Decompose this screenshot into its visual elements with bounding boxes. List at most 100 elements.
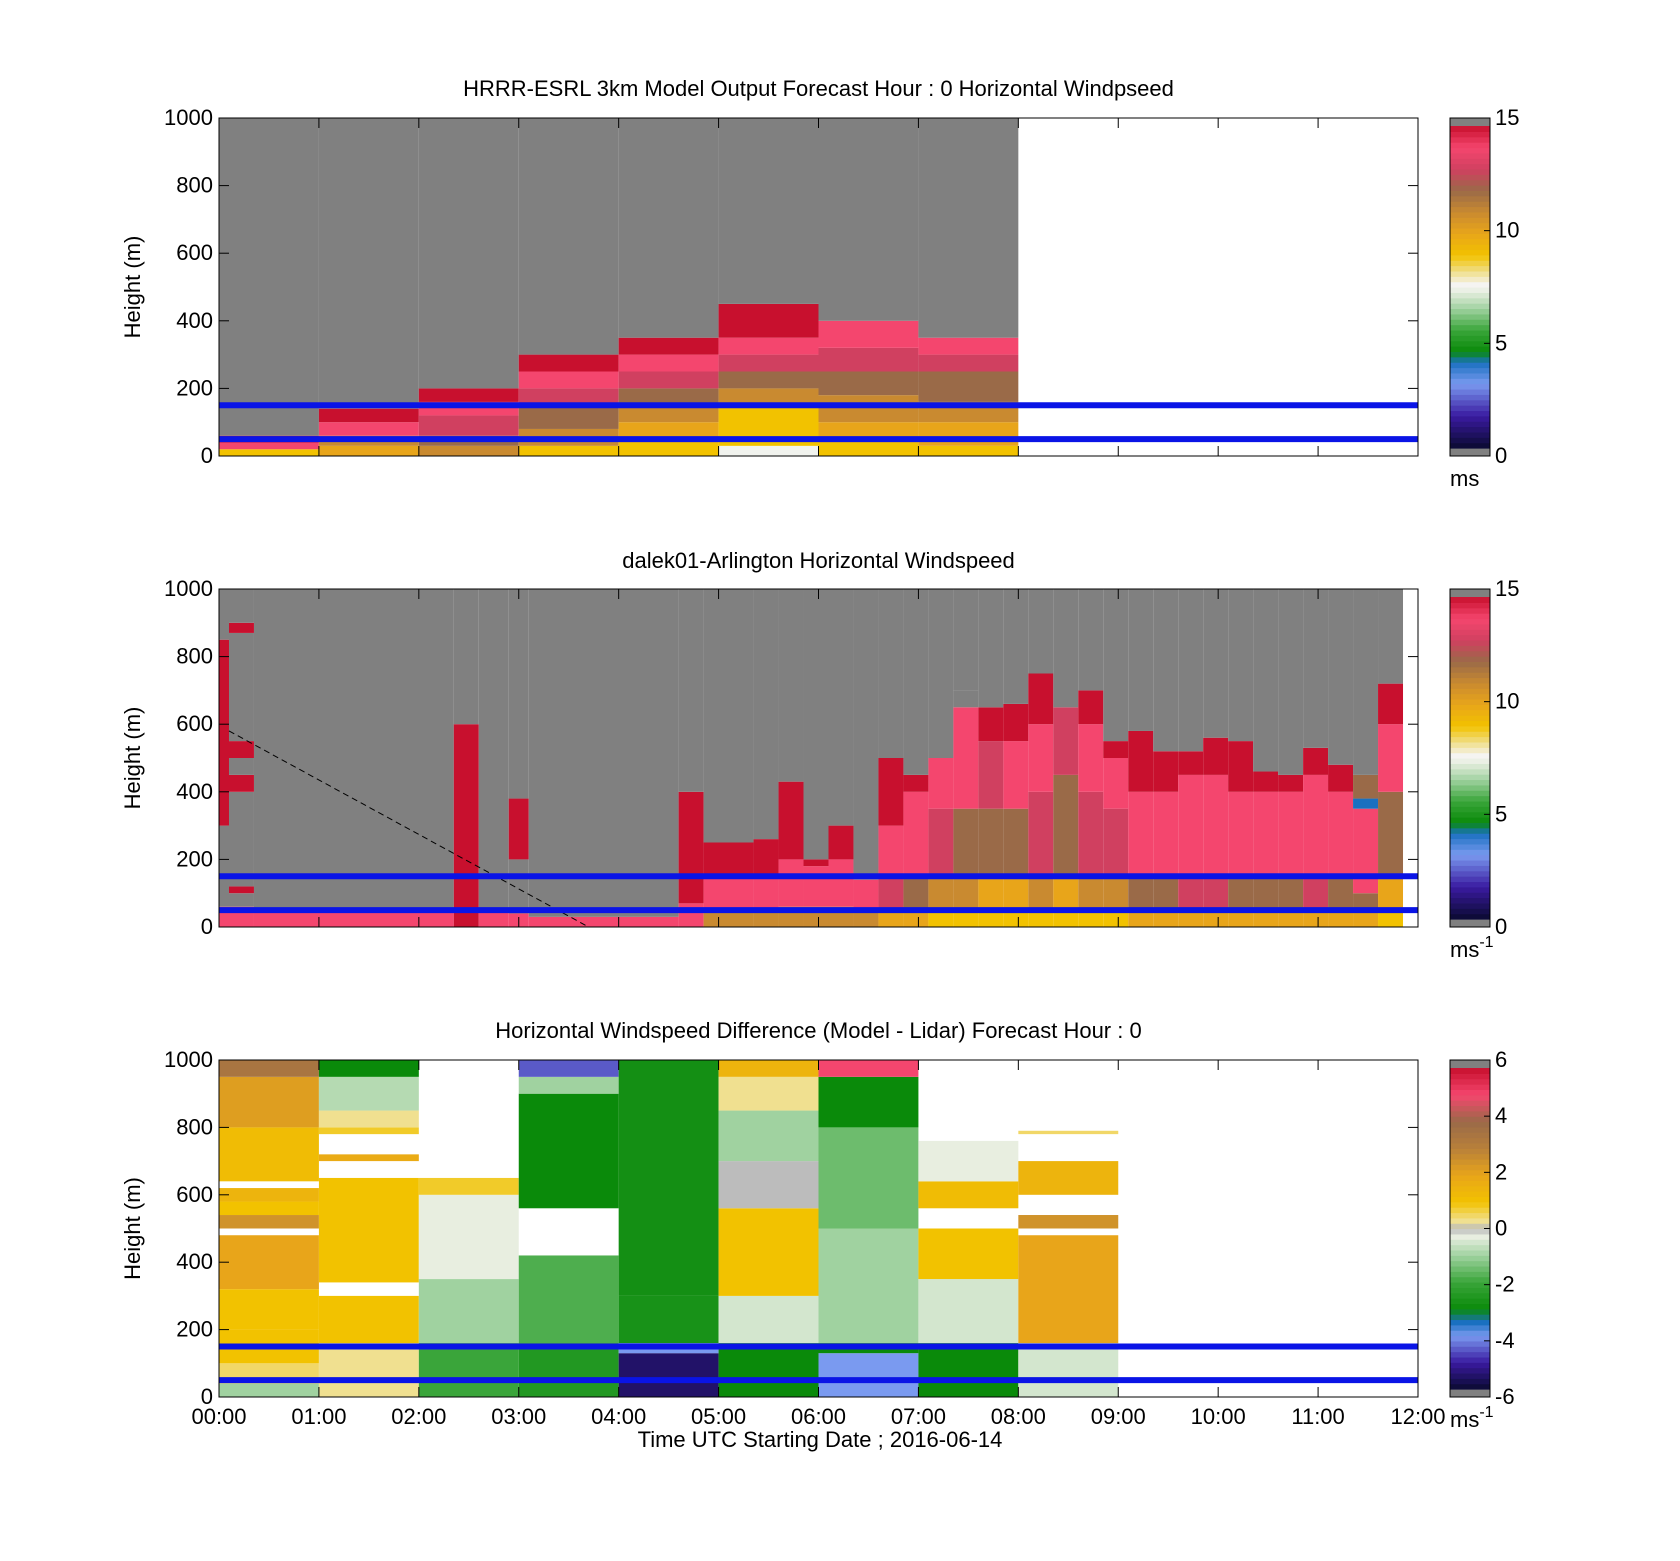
colorbar-segment bbox=[1450, 902, 1490, 909]
heatmap-cell bbox=[518, 405, 619, 429]
colorbar-segment bbox=[1450, 763, 1490, 770]
colorbar-segment bbox=[1450, 1191, 1490, 1197]
heatmap-cell bbox=[219, 1383, 319, 1397]
heatmap-cell bbox=[1018, 1215, 1119, 1229]
colorbar-segment bbox=[1450, 190, 1490, 197]
heatmap-cell bbox=[778, 781, 804, 860]
heatmap-cell bbox=[253, 910, 454, 927]
heatmap-cell bbox=[1153, 751, 1179, 792]
colorbar-segment bbox=[1450, 1180, 1490, 1187]
y-tick-label: 200 bbox=[176, 846, 213, 871]
colorbar-segment bbox=[1450, 682, 1490, 689]
heatmap-cell bbox=[618, 1353, 719, 1397]
colorbar-segment bbox=[1450, 1169, 1490, 1176]
heatmap-cell bbox=[219, 825, 229, 907]
colorbar-segment bbox=[1450, 913, 1490, 920]
heatmap-cell bbox=[1128, 910, 1154, 927]
colorbar-segment bbox=[1450, 233, 1490, 240]
colorbar-segment bbox=[1450, 607, 1490, 614]
heatmap-cell bbox=[1003, 741, 1029, 809]
colorbar-segment bbox=[1450, 442, 1490, 449]
colorbar-tick-label: 0 bbox=[1495, 443, 1507, 468]
x-tick-label: 12:00 bbox=[1390, 1404, 1445, 1429]
colorbar-segment bbox=[1450, 618, 1490, 625]
colorbar-segment bbox=[1450, 410, 1490, 417]
colorbar-segment bbox=[1450, 319, 1490, 326]
colorbar-unit: ms-1 bbox=[1450, 934, 1494, 962]
heatmap-cell bbox=[228, 886, 254, 894]
heatmap-cell bbox=[518, 1076, 619, 1094]
heatmap-cell bbox=[703, 842, 754, 877]
heatmap-cell bbox=[1078, 589, 1104, 691]
heatmap-cell bbox=[703, 910, 754, 927]
colorbar-segment bbox=[1450, 1105, 1490, 1112]
heatmap-cell bbox=[953, 589, 979, 691]
heatmap-cell bbox=[818, 118, 919, 321]
colorbar-segment bbox=[1450, 1201, 1490, 1208]
heatmap-cell bbox=[878, 825, 904, 877]
colorbar-segment bbox=[1450, 838, 1490, 845]
colorbar-segment bbox=[1450, 768, 1490, 775]
colorbar-segment bbox=[1450, 324, 1490, 331]
heatmap-cell bbox=[1203, 910, 1229, 927]
heatmap-cell bbox=[518, 354, 619, 372]
colorbar-segment bbox=[1450, 1265, 1490, 1272]
colorbar-segment bbox=[1450, 1319, 1490, 1326]
heatmap-cell bbox=[1178, 589, 1204, 752]
heatmap-cell bbox=[953, 707, 979, 809]
colorbar-segment bbox=[1450, 185, 1490, 191]
colorbar-segment bbox=[1450, 833, 1490, 840]
colorbar-segment bbox=[1450, 656, 1490, 662]
heatmap-cell bbox=[903, 791, 929, 877]
heatmap-cell bbox=[953, 690, 979, 708]
heatmap-cell bbox=[803, 589, 829, 860]
colorbar-segment bbox=[1450, 1260, 1490, 1267]
heatmap-cell bbox=[508, 859, 529, 914]
x-tick-label: 03:00 bbox=[491, 1404, 546, 1429]
heatmap-cell bbox=[1003, 589, 1029, 704]
heatmap-cell bbox=[778, 859, 804, 907]
colorbar-segment bbox=[1450, 779, 1490, 786]
colorbar-segment bbox=[1450, 222, 1490, 229]
heatmap-cell bbox=[978, 741, 1004, 809]
heatmap-cell bbox=[1003, 808, 1029, 877]
heatmap-cell bbox=[219, 1188, 319, 1202]
heatmap-cell bbox=[518, 1060, 619, 1077]
heatmap-cell bbox=[1228, 741, 1254, 792]
heatmap-cell bbox=[978, 910, 1004, 927]
colorbar-segment bbox=[1450, 870, 1490, 877]
heatmap-cell bbox=[718, 1208, 819, 1296]
heatmap-cell bbox=[518, 1093, 619, 1209]
colorbar-segment bbox=[1450, 260, 1490, 267]
heatmap-cell bbox=[1253, 771, 1279, 792]
colorbar-segment bbox=[1450, 1153, 1490, 1160]
heatmap-cell bbox=[978, 707, 1004, 742]
colorbar-segment bbox=[1450, 1207, 1490, 1214]
colorbar-segment bbox=[1450, 292, 1490, 299]
heatmap-cell bbox=[478, 910, 509, 927]
colorbar-segment bbox=[1450, 421, 1490, 428]
heatmap-cell bbox=[718, 371, 819, 389]
heatmap-cell bbox=[318, 1060, 419, 1077]
colorbar-segment bbox=[1450, 1324, 1490, 1331]
colorbar-segment bbox=[1450, 661, 1490, 668]
colorbar-frame bbox=[1449, 588, 1491, 928]
colorbar-segment bbox=[1450, 741, 1490, 748]
heatmap-cell bbox=[1153, 791, 1179, 877]
colorbar-segment bbox=[1450, 388, 1490, 395]
heatmap-cell bbox=[618, 354, 719, 372]
heatmap-cell bbox=[1328, 764, 1354, 792]
heatmap-cell bbox=[1053, 707, 1079, 775]
colorbar-segment bbox=[1450, 1282, 1490, 1288]
heatmap-cell bbox=[1153, 589, 1179, 752]
colorbar-segment bbox=[1450, 1100, 1490, 1107]
heatmap-cell bbox=[518, 1343, 619, 1397]
colorbar-segment bbox=[1450, 1196, 1490, 1203]
colorbar-segment bbox=[1450, 811, 1490, 818]
heatmap-cell bbox=[918, 445, 1019, 456]
colorbar: 0 5 10 15 ms-1 bbox=[1449, 576, 1519, 962]
heatmap-cell bbox=[718, 1110, 819, 1162]
colorbar-segment bbox=[1450, 698, 1490, 705]
heatmap-cell bbox=[318, 1127, 419, 1135]
colorbar-segment bbox=[1450, 287, 1490, 293]
